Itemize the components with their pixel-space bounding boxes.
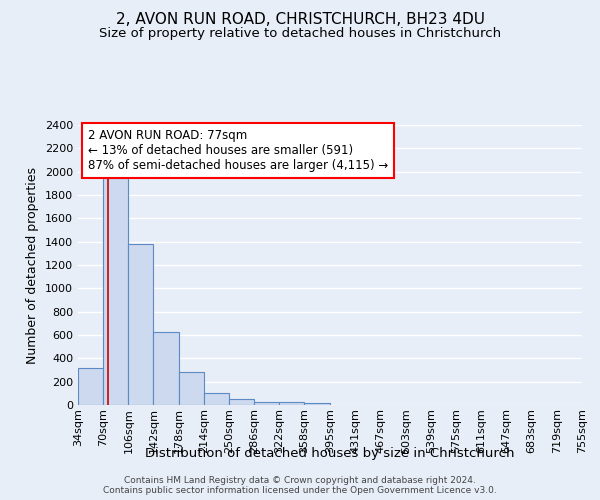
- Text: 2, AVON RUN ROAD, CHRISTCHURCH, BH23 4DU: 2, AVON RUN ROAD, CHRISTCHURCH, BH23 4DU: [115, 12, 485, 28]
- Bar: [229, 399, 254, 405]
- Text: Distribution of detached houses by size in Christchurch: Distribution of detached houses by size …: [145, 448, 515, 460]
- Bar: [204, 394, 229, 405]
- Bar: [154, 332, 179, 405]
- Text: Contains HM Land Registry data © Crown copyright and database right 2024.
Contai: Contains HM Land Registry data © Crown c…: [103, 476, 497, 495]
- Text: Size of property relative to detached houses in Christchurch: Size of property relative to detached ho…: [99, 28, 501, 40]
- Bar: [128, 244, 154, 405]
- Bar: [304, 402, 329, 405]
- Bar: [179, 372, 204, 405]
- Y-axis label: Number of detached properties: Number of detached properties: [26, 166, 40, 364]
- Bar: [78, 368, 103, 405]
- Text: 2 AVON RUN ROAD: 77sqm
← 13% of detached houses are smaller (591)
87% of semi-de: 2 AVON RUN ROAD: 77sqm ← 13% of detached…: [88, 129, 388, 172]
- Bar: [254, 402, 280, 405]
- Bar: [103, 178, 128, 405]
- Bar: [280, 402, 304, 405]
